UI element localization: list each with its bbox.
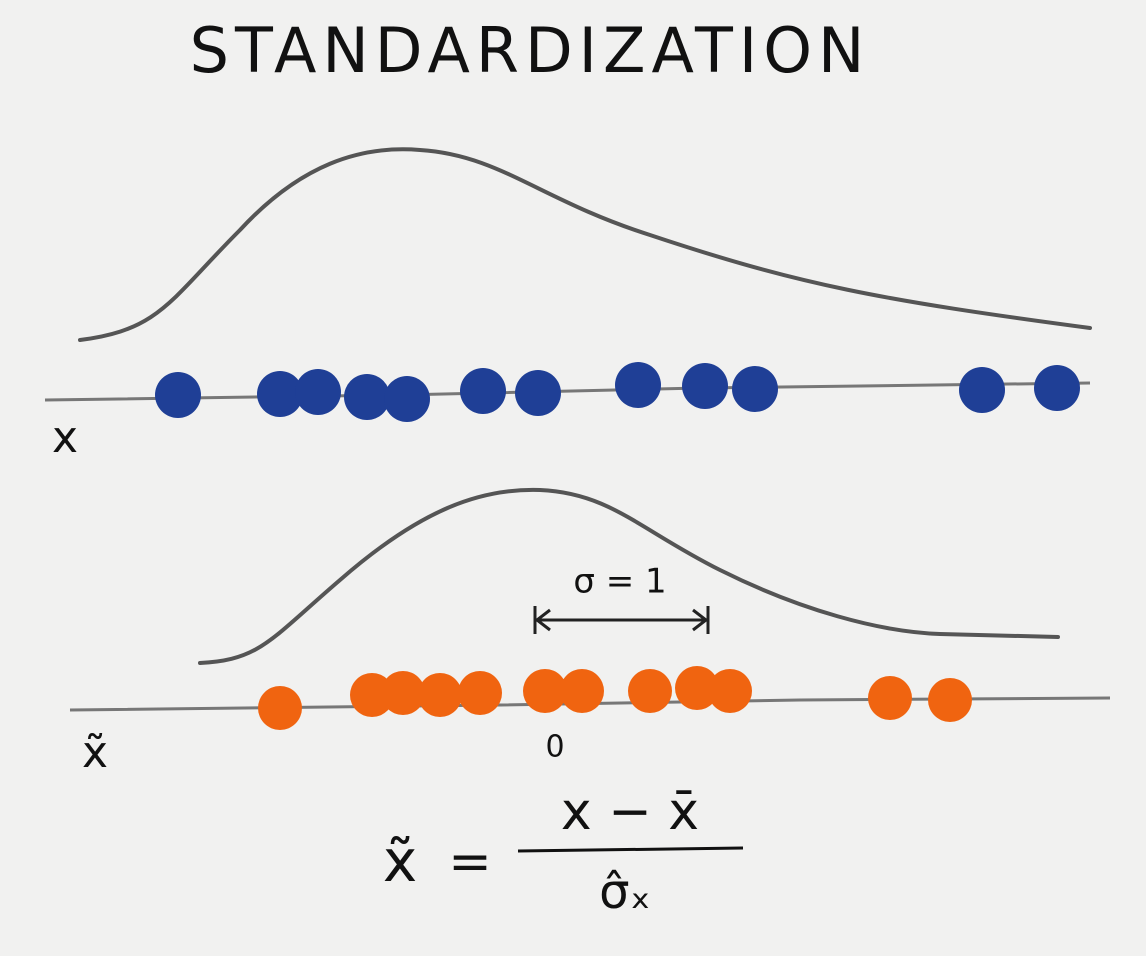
raw-point: [615, 362, 661, 408]
fraction-bar: [517, 846, 744, 853]
standardized-point: [675, 666, 719, 710]
standardized-point: [708, 669, 752, 713]
raw-point: [732, 366, 778, 412]
standardized-point: [560, 669, 604, 713]
formula-lhs: x̃: [383, 827, 417, 895]
raw-point: [515, 370, 561, 416]
raw-point: [295, 369, 341, 415]
standardized-point: [523, 669, 567, 713]
standardized-point: [928, 678, 972, 722]
spread-annotation: σ = 1: [573, 562, 666, 602]
raw-points: [155, 362, 1080, 422]
standardized-point: [458, 671, 502, 715]
raw-point: [1034, 365, 1080, 411]
standardized-point: [628, 669, 672, 713]
title: STANDARDIZATION: [190, 14, 871, 87]
standardized-point: [418, 673, 462, 717]
spread-arrow: [533, 606, 710, 634]
formula-numerator: x − x̄: [561, 782, 699, 842]
origin-label: 0: [545, 730, 564, 765]
raw-distribution-curve: [78, 147, 1092, 342]
standardized-point: [381, 671, 425, 715]
formula-equals: =: [448, 832, 492, 892]
raw-point: [959, 367, 1005, 413]
raw-point: [344, 374, 390, 420]
raw-point: [155, 372, 201, 418]
formula-denominator: σ̂ₓ: [599, 864, 651, 920]
raw-axis-label: x: [52, 412, 78, 463]
standardized-distribution-curve: [198, 487, 1060, 665]
standardized-point: [868, 676, 912, 720]
raw-point: [460, 368, 506, 414]
raw-point: [257, 371, 303, 417]
standardized-axis-label: x̃: [82, 727, 108, 778]
standardized-points: [258, 666, 972, 730]
raw-point: [682, 363, 728, 409]
raw-point: [384, 376, 430, 422]
standardized-point: [258, 686, 302, 730]
